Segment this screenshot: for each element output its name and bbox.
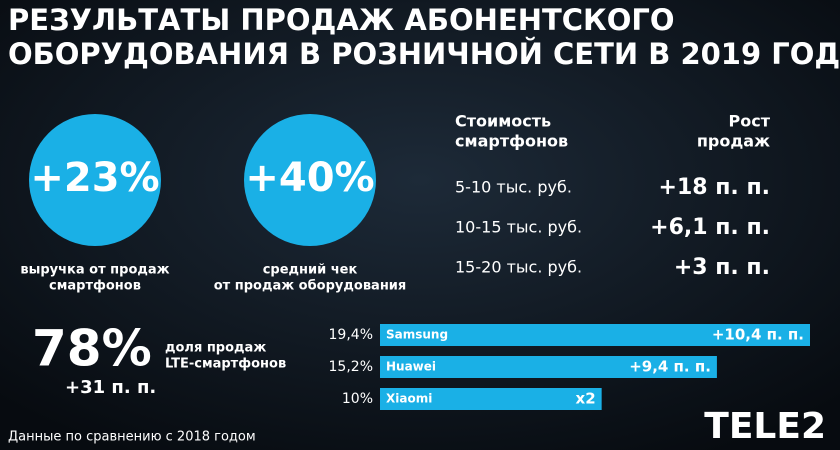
lte-label: LTE-смартфонов: [165, 357, 286, 372]
title-line: РЕЗУЛЬТАТЫ ПРОДАЖ АБОНЕНТСКОГО: [8, 3, 675, 37]
circle-value: +23%: [30, 155, 159, 201]
brand-growth: x2: [576, 390, 596, 408]
price-range: 15-20 тыс. руб.: [455, 258, 582, 277]
brand-share: 15,2%: [329, 359, 373, 375]
brand-name: Samsung: [386, 328, 448, 342]
circle-label: от продаж оборудования: [214, 279, 407, 294]
brand-share: 19,4%: [329, 327, 373, 343]
growth: +3 п. п.: [674, 255, 770, 280]
title-line: ОБОРУДОВАНИЯ В РОЗНИЧНОЙ СЕТИ В 2019 ГОД…: [8, 37, 840, 71]
brand-growth: +9,4 п. п.: [629, 358, 711, 376]
lte-value: 78%: [32, 320, 152, 378]
circle: [244, 114, 376, 246]
brand-name: Xiaomi: [386, 392, 432, 406]
brand-growth: +10,4 п. п.: [712, 326, 804, 344]
growth: +18 п. п.: [659, 175, 770, 200]
table-header: Рост: [729, 112, 771, 131]
circle-label: средний чек: [263, 263, 358, 278]
brand-bar: [380, 388, 602, 410]
footnote: Данные по сравнению с 2018 годом: [8, 430, 256, 445]
price-range: 10-15 тыс. руб.: [455, 218, 582, 237]
circle-label: смартфонов: [49, 279, 141, 294]
circle-value: +40%: [245, 155, 374, 201]
brand-bar: [380, 356, 717, 378]
growth: +6,1 п. п.: [650, 215, 770, 240]
lte-label: доля продаж: [165, 341, 266, 356]
brand-name: Huawei: [386, 360, 436, 374]
circle: [29, 114, 161, 246]
table-header: Стоимость: [455, 112, 551, 131]
brand-share: 10%: [342, 391, 373, 407]
logo: TELE2: [704, 406, 826, 447]
brand-bar: [380, 324, 810, 346]
price-range: 5-10 тыс. руб.: [455, 178, 572, 197]
circle-label: выручка от продаж: [20, 263, 169, 278]
table-header: продаж: [697, 132, 770, 151]
table-header: смартфонов: [455, 132, 568, 151]
lte-change: +31 п. п.: [65, 377, 156, 398]
